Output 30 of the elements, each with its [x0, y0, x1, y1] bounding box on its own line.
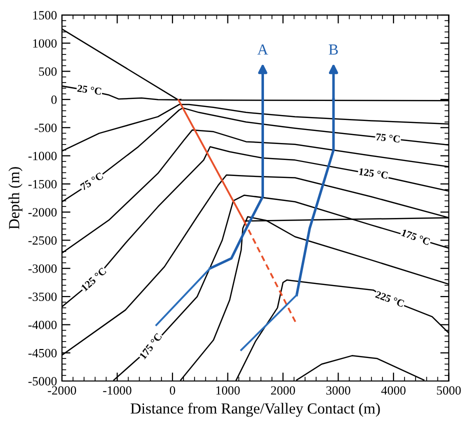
x-tick-label: 0 — [170, 386, 176, 395]
y-tick-label: -1000 — [28, 152, 57, 160]
x-tick-label: -1000 — [103, 386, 132, 395]
x-tick-label: 1000 — [216, 386, 240, 395]
y-tick-label: -3500 — [28, 292, 57, 302]
annotation: 125 °C — [80, 267, 107, 292]
annotation: 75 °C — [80, 172, 104, 190]
y-tick-label: -3000 — [28, 264, 57, 273]
y-tick-label: 500 — [39, 67, 57, 76]
y-tick-label: -1500 — [28, 180, 57, 188]
y-tick-label: 1500 — [33, 11, 57, 20]
x-tick-label: -2000 — [48, 386, 76, 395]
y-tick-label: -2500 — [28, 236, 57, 245]
text: A — [257, 44, 268, 55]
x-tick-label: 5000 — [436, 386, 461, 395]
x-tick-label: 3000 — [326, 386, 350, 395]
y-tick-label: -2000 — [28, 208, 57, 217]
x-axis-title: Distance from Range/Valley Contact (m) — [130, 402, 380, 417]
y-tick-label: -500 — [34, 124, 57, 132]
y-tick-label: 1000 — [33, 39, 57, 48]
y-tick-label: -5000 — [28, 377, 57, 386]
text: B — [328, 44, 338, 55]
annotation: 75 °C — [376, 133, 400, 143]
x-tick-label: 2000 — [271, 386, 296, 395]
x-tick-label: 4000 — [381, 386, 406, 395]
y-tick-label: 0 — [51, 95, 57, 104]
y-tick-label: -4000 — [28, 320, 57, 330]
annotation: 175 °C — [139, 332, 162, 360]
y-axis-title: Depth (m) — [8, 167, 22, 230]
y-tick-label: -4500 — [28, 348, 57, 358]
